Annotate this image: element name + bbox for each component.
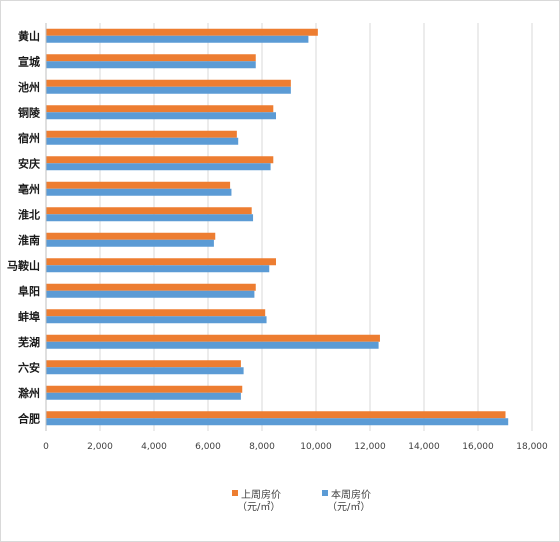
- bar-last-week-0: [46, 28, 318, 36]
- legend-unit: （元/㎡）: [237, 501, 280, 513]
- category-label: 阜阳: [18, 284, 40, 298]
- bar-last-week-13: [46, 360, 241, 368]
- bar-last-week-15: [46, 411, 506, 419]
- category-label: 六安: [18, 360, 40, 374]
- category-label: 滁州: [18, 386, 40, 400]
- bar-this-week-3: [46, 112, 276, 120]
- category-label: 芜湖: [18, 335, 40, 349]
- bar-this-week-4: [46, 137, 239, 145]
- bar-this-week-13: [46, 367, 244, 375]
- bar-last-week-8: [46, 232, 216, 240]
- bar-this-week-1: [46, 61, 256, 69]
- bar-this-week-11: [46, 316, 267, 324]
- category-label: 淮北: [18, 207, 40, 221]
- legend-label: 上周房价: [241, 488, 281, 501]
- legend-label: 本周房价: [331, 488, 371, 501]
- bar-last-week-4: [46, 130, 237, 138]
- legend-swatch: [322, 490, 328, 496]
- category-label: 合肥: [18, 411, 40, 425]
- bar-last-week-7: [46, 207, 252, 215]
- bar-last-week-9: [46, 258, 276, 266]
- x-tick-label: 4,000: [141, 442, 167, 452]
- bar-this-week-7: [46, 214, 254, 222]
- bar-this-week-15: [46, 418, 509, 426]
- bar-last-week-10: [46, 283, 256, 291]
- category-label: 铜陵: [17, 105, 41, 119]
- x-tick-label: 0: [43, 442, 49, 452]
- bar-this-week-14: [46, 392, 241, 400]
- legend-swatch: [232, 490, 238, 496]
- bar-this-week-12: [46, 341, 379, 349]
- bar-this-week-2: [46, 86, 291, 94]
- x-tick-label: 18,000: [516, 442, 548, 452]
- x-tick-label: 2,000: [87, 442, 113, 452]
- bar-last-week-5: [46, 156, 274, 164]
- bar-last-week-1: [46, 54, 256, 62]
- bar-last-week-6: [46, 181, 231, 189]
- bar-this-week-5: [46, 163, 271, 171]
- category-label: 黄山: [18, 29, 40, 43]
- x-tick-label: 8,000: [249, 442, 275, 452]
- bar-last-week-2: [46, 79, 291, 87]
- bar-last-week-12: [46, 334, 380, 342]
- x-tick-label: 14,000: [408, 442, 440, 452]
- category-label: 亳州: [18, 182, 40, 196]
- x-tick-labels: 0 2,000 4,000 6,000 8,000 10,000 12,000 14,000 1…: [43, 442, 548, 452]
- bar-this-week-9: [46, 265, 270, 273]
- bar-this-week-10: [46, 290, 255, 298]
- category-label: 安庆: [18, 156, 40, 170]
- legend-unit: （元/㎡）: [327, 501, 370, 513]
- x-tick-label: 12,000: [354, 442, 386, 452]
- bar-last-week-3: [46, 105, 274, 113]
- x-tick-label: 16,000: [462, 442, 494, 452]
- bar-this-week-6: [46, 188, 232, 196]
- category-label: 宿州: [18, 131, 40, 145]
- bar-this-week-0: [46, 35, 309, 43]
- category-label: 宣城: [18, 54, 40, 68]
- category-label: 蚌埠: [18, 309, 40, 323]
- category-label: 淮南: [18, 233, 40, 247]
- legend: 上周房价（元/㎡）本周房价（元/㎡）: [232, 488, 371, 513]
- bar-last-week-11: [46, 309, 266, 317]
- x-tick-label: 10,000: [300, 442, 332, 452]
- bar-this-week-8: [46, 239, 214, 247]
- x-tick-label: 6,000: [195, 442, 221, 452]
- category-label: 马鞍山: [7, 258, 40, 272]
- bars: [46, 28, 509, 426]
- bar-last-week-14: [46, 385, 243, 393]
- category-label: 池州: [18, 80, 40, 94]
